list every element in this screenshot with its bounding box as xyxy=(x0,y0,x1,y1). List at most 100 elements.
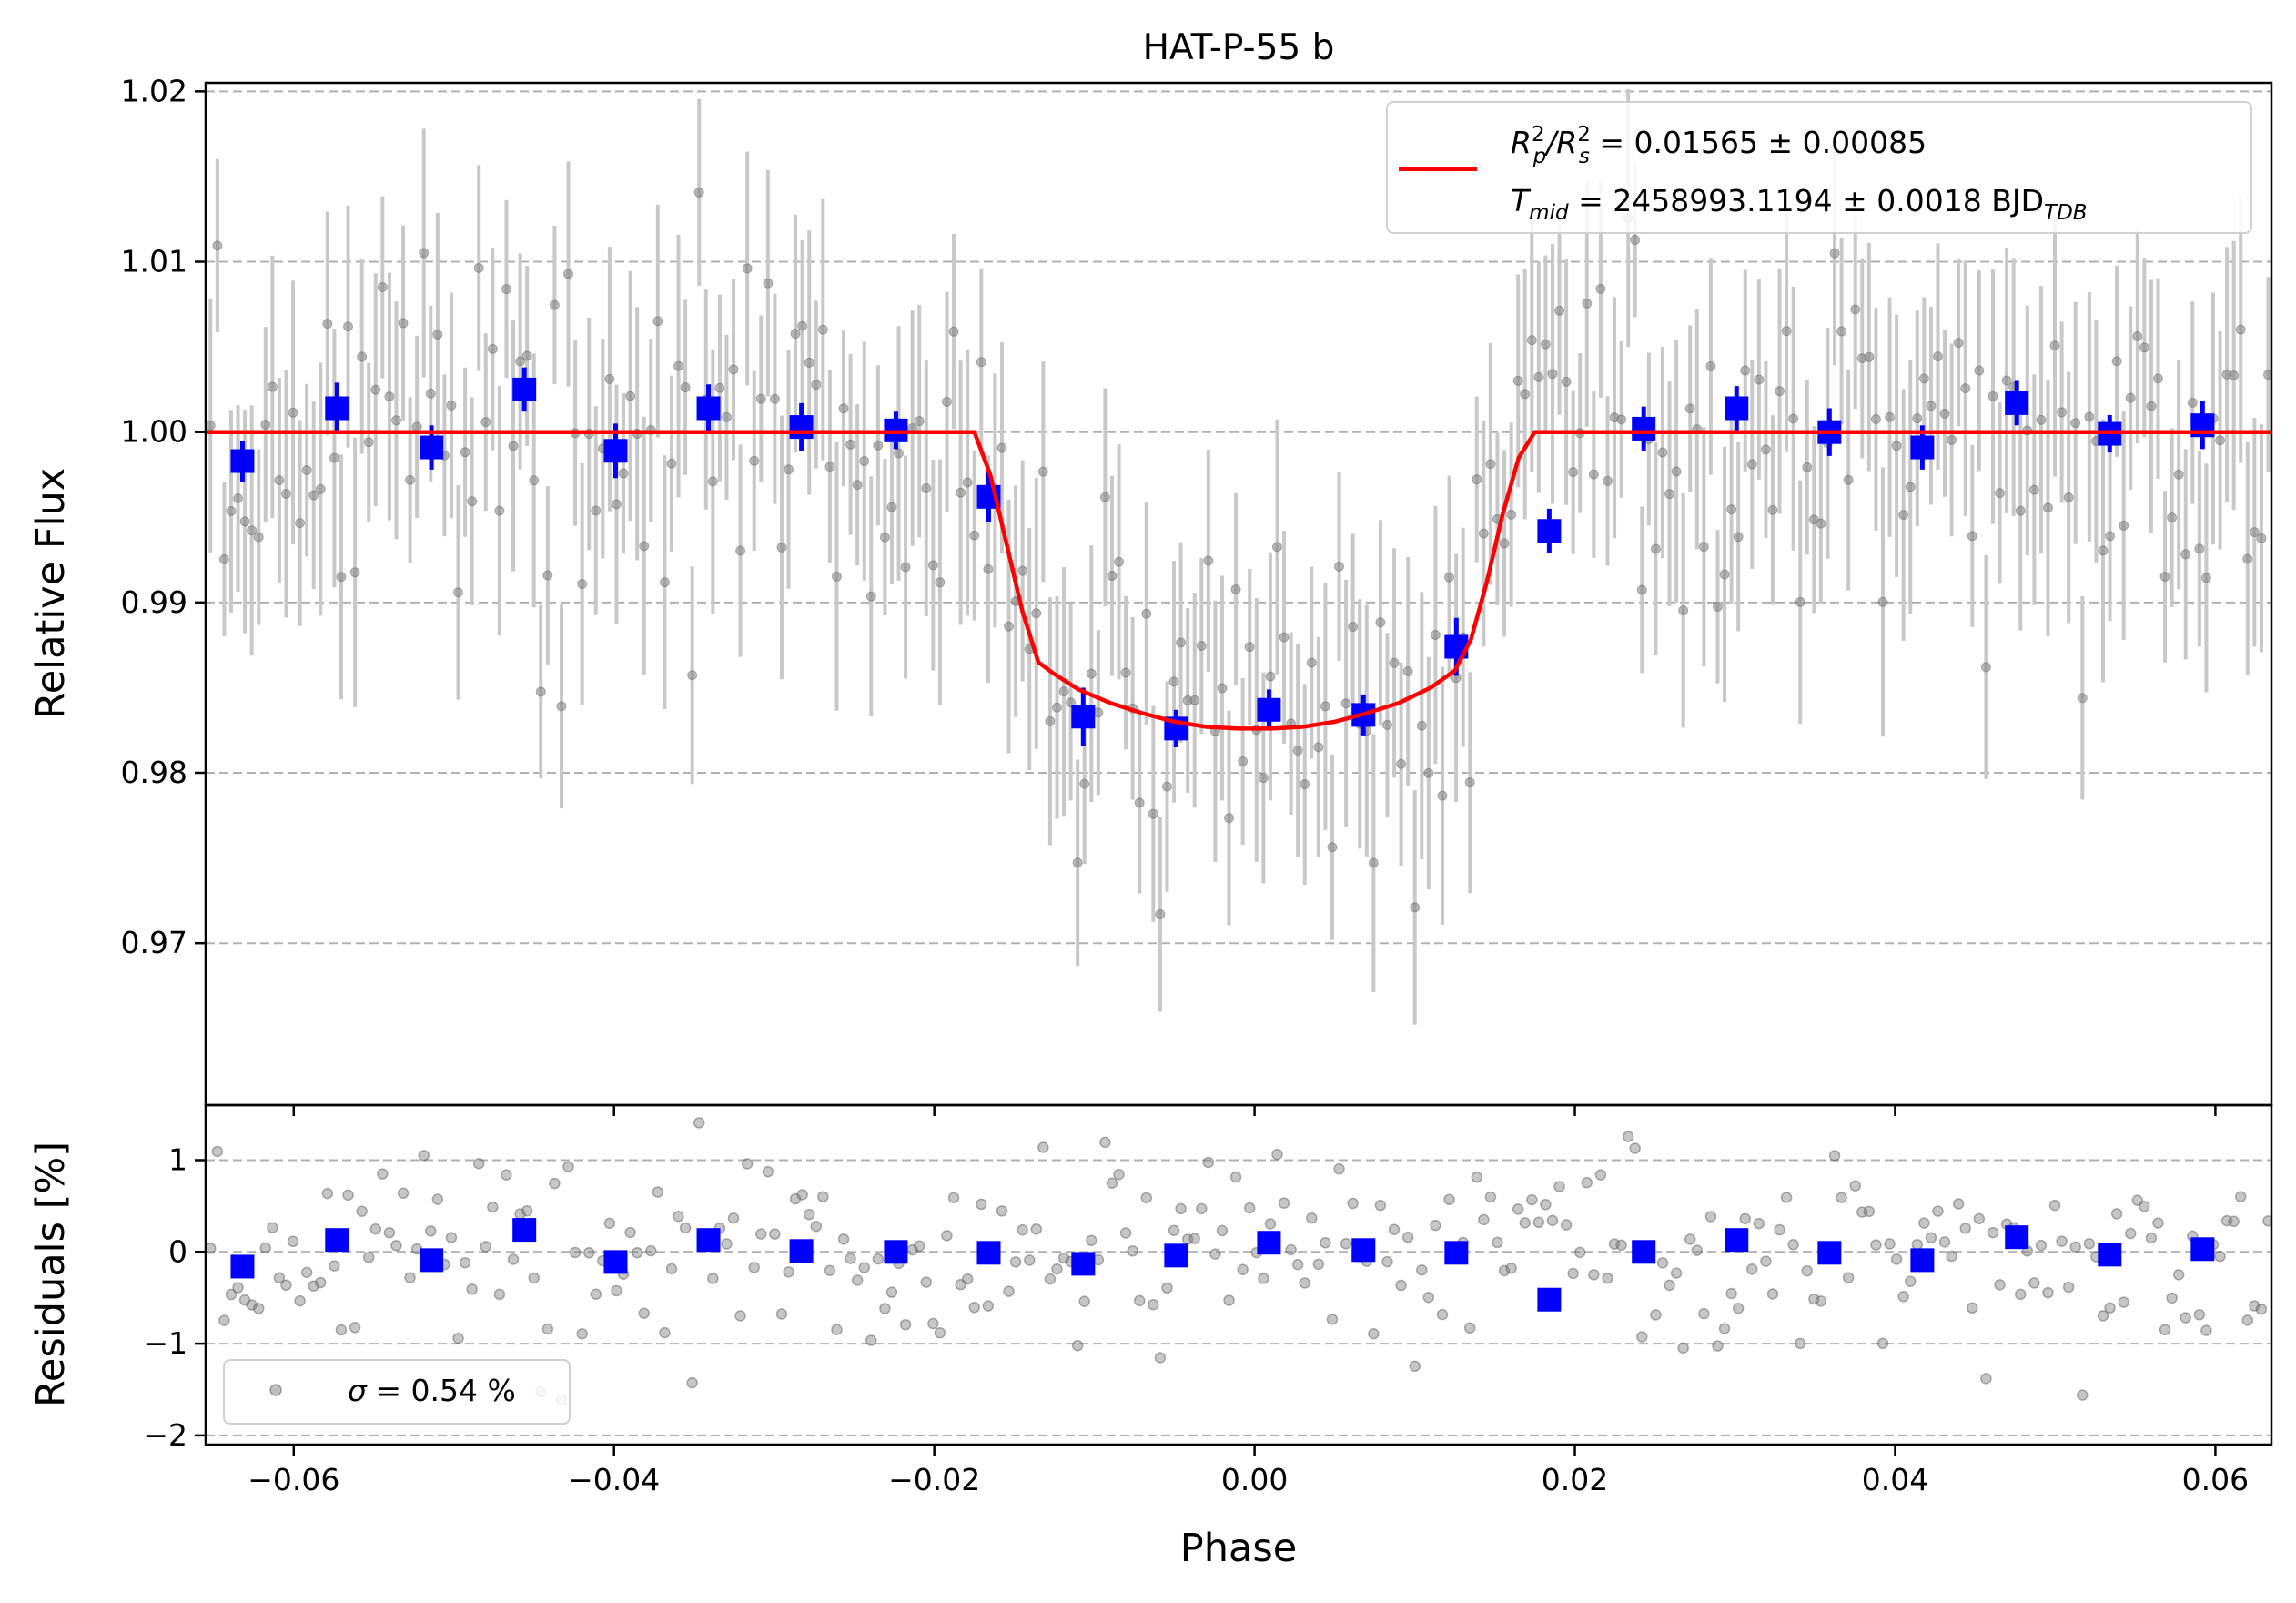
residual-point xyxy=(2028,1277,2040,1289)
residual-point xyxy=(238,1294,251,1306)
raw-point xyxy=(1760,444,1771,455)
residual-point xyxy=(397,1187,410,1200)
residual-point xyxy=(817,1191,829,1202)
raw-point xyxy=(405,474,416,485)
raw-point xyxy=(1189,695,1200,705)
residual-point xyxy=(1794,1337,1806,1350)
raw-point xyxy=(2028,484,2039,495)
raw-point xyxy=(1196,641,1207,652)
raw-point xyxy=(838,403,849,414)
raw-point xyxy=(1850,304,1861,315)
raw-point xyxy=(1402,665,1413,676)
residual-point xyxy=(1057,1252,1070,1264)
raw-point xyxy=(1788,413,1799,424)
raw-point xyxy=(1265,671,1276,682)
residual-point xyxy=(1698,1307,1710,1320)
binned-point xyxy=(230,449,255,473)
legend-sigma: σ = 0.54 % xyxy=(348,1373,516,1408)
raw-point xyxy=(1058,686,1069,697)
residual-point xyxy=(1952,1198,1965,1210)
raw-point xyxy=(776,542,787,553)
residual-point xyxy=(955,1278,966,1291)
main-legend-box xyxy=(1386,101,2252,234)
residual-point xyxy=(466,1283,478,1295)
residual-point xyxy=(2214,1250,2226,1263)
residual-point xyxy=(885,1286,898,1298)
raw-point xyxy=(2015,505,2026,516)
raw-point xyxy=(2194,543,2205,554)
raw-point xyxy=(1334,561,1345,572)
main-y-tick-label: 0.99 xyxy=(121,584,187,620)
raw-point xyxy=(1740,365,1751,376)
binned-residual xyxy=(325,1228,349,1253)
residual-point xyxy=(976,1198,987,1211)
residual-point xyxy=(1127,1245,1138,1257)
residual-point xyxy=(1271,1148,1283,1161)
raw-point xyxy=(1258,773,1269,784)
raw-point xyxy=(1512,375,1523,386)
raw-point xyxy=(1568,467,1579,478)
residual-point xyxy=(1009,1256,1022,1268)
raw-point xyxy=(1877,596,1888,607)
residual-point xyxy=(851,1274,864,1286)
residual-point xyxy=(362,1251,375,1263)
residual-point xyxy=(582,1247,595,1259)
raw-point xyxy=(1588,469,1599,480)
residual-point xyxy=(1463,1322,1476,1334)
raw-point xyxy=(1636,584,1647,595)
residual-point xyxy=(803,1208,815,1221)
residual-point xyxy=(1326,1314,1339,1325)
residual-point xyxy=(2193,1309,2206,1321)
raw-point xyxy=(1953,338,1964,349)
raw-point xyxy=(398,318,409,329)
residual-point xyxy=(1374,1199,1387,1212)
raw-point xyxy=(2152,373,2163,384)
x-axis-label: Phase xyxy=(1180,1526,1297,1571)
raw-point xyxy=(1885,411,1896,422)
residuals-x-tick-label: 0.00 xyxy=(1221,1462,1288,1497)
residual-point xyxy=(934,1326,946,1339)
residual-point xyxy=(1677,1342,1689,1354)
residual-point xyxy=(1113,1168,1125,1181)
raw-point xyxy=(1340,698,1351,709)
residual-point xyxy=(721,1238,733,1250)
main-panel: 0.97 0.98 0.99 1.00 1.01 1.02 R2 p/R2 s = 0.015… xyxy=(28,73,2273,1116)
residual-point xyxy=(755,1228,767,1240)
residuals-y-axis-label: Residuals [%] xyxy=(28,1141,74,1407)
residuals-x-tick-label: 0.02 xyxy=(1542,1462,1608,1497)
raw-point xyxy=(1905,482,1916,492)
binned-residual xyxy=(1537,1287,1562,1312)
raw-point xyxy=(2180,549,2191,560)
raw-point xyxy=(1031,608,1042,619)
raw-point xyxy=(453,587,464,598)
raw-point xyxy=(425,388,436,399)
residual-point xyxy=(1519,1217,1531,1229)
raw-point xyxy=(274,475,285,486)
residual-point xyxy=(315,1276,327,1289)
binned-point xyxy=(603,439,628,463)
residual-point xyxy=(1086,1234,1097,1246)
raw-point xyxy=(1995,488,2006,499)
residual-point xyxy=(549,1177,561,1190)
raw-point xyxy=(1698,542,1709,553)
residual-point xyxy=(1684,1233,1696,1245)
raw-point xyxy=(2001,375,2012,386)
raw-point xyxy=(2200,573,2211,583)
raw-point xyxy=(542,570,553,581)
raw-point xyxy=(1988,391,1998,401)
raw-point xyxy=(1526,335,1537,346)
raw-point xyxy=(2036,414,2047,425)
raw-point xyxy=(2070,418,2081,429)
raw-point xyxy=(859,456,870,467)
raw-point xyxy=(2187,397,2198,408)
raw-point xyxy=(604,373,615,384)
raw-point xyxy=(1795,596,1805,607)
raw-point xyxy=(2111,356,2122,367)
binned-residual xyxy=(976,1241,1001,1265)
residual-point xyxy=(1320,1237,1331,1249)
residual-point xyxy=(369,1223,382,1235)
raw-point xyxy=(784,464,794,475)
raw-point xyxy=(1712,601,1723,612)
raw-point xyxy=(652,316,663,327)
residual-point xyxy=(1656,1257,1669,1269)
